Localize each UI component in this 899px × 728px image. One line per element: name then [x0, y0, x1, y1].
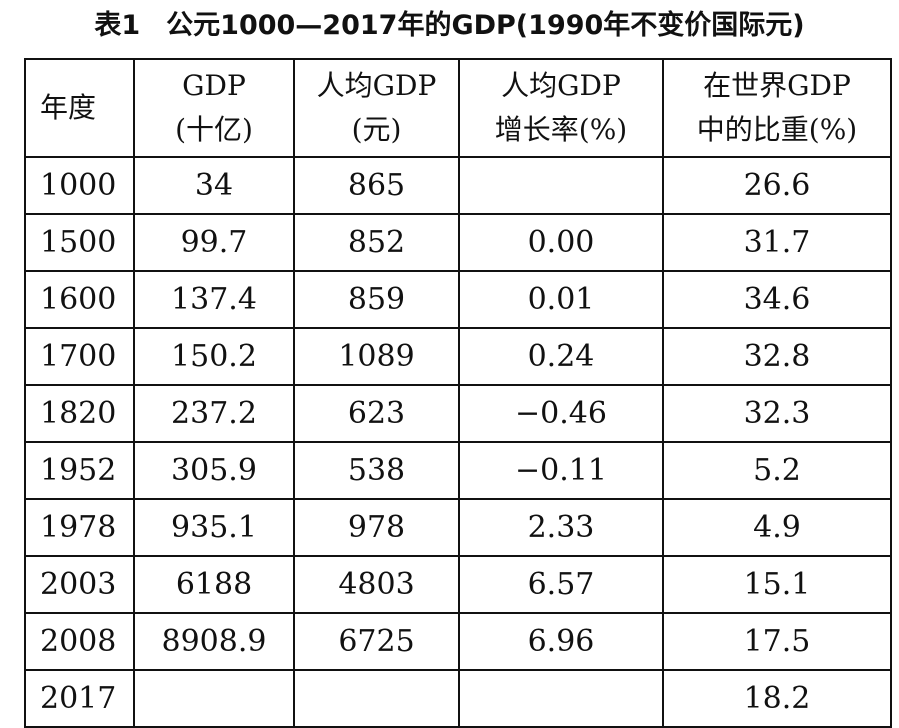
per-capita-gdp-cell: 1089: [293, 327, 460, 386]
world-share-cell: 17.5: [662, 612, 892, 671]
gdp-cell: 99.7: [133, 213, 295, 272]
world-share-cell: 32.3: [662, 384, 892, 443]
per-capita-gdp-cell: 859: [293, 270, 460, 329]
growth-rate-cell: 0.00: [458, 213, 664, 272]
header-growth-rate-line2: 增长率(%): [494, 113, 628, 146]
growth-rate-cell: 2.33: [458, 498, 664, 557]
year-cell: 1952: [24, 441, 135, 500]
per-capita-gdp-cell: 6725: [293, 612, 460, 671]
growth-rate-cell: [458, 156, 664, 215]
header-world-share: 在世界GDP 中的比重(%): [662, 58, 892, 158]
world-share-cell: 34.6: [662, 270, 892, 329]
table-row: 1000 34 865 26.6: [24, 156, 892, 215]
gdp-cell: 150.2: [133, 327, 295, 386]
gdp-cell: 6188: [133, 555, 295, 614]
gdp-cell: 237.2: [133, 384, 295, 443]
table-row: 1978 935.1 978 2.33 4.9: [24, 498, 892, 557]
year-cell: 1600: [24, 270, 135, 329]
year-cell: 2017: [24, 669, 135, 728]
header-world-share-line1: 在世界GDP: [703, 69, 851, 102]
header-growth-rate-line1: 人均GDP: [501, 69, 621, 102]
table-number: 表1: [94, 10, 141, 41]
table-row: 1500 99.7 852 0.00 31.7: [24, 213, 892, 272]
per-capita-gdp-cell: [293, 669, 460, 728]
header-year-label: 年度: [40, 91, 97, 124]
world-share-cell: 31.7: [662, 213, 892, 272]
world-share-cell: 32.8: [662, 327, 892, 386]
per-capita-gdp-cell: 865: [293, 156, 460, 215]
growth-rate-cell: 0.01: [458, 270, 664, 329]
year-cell: 2008: [24, 612, 135, 671]
growth-rate-cell: 0.24: [458, 327, 664, 386]
gdp-cell: 8908.9: [133, 612, 295, 671]
gdp-cell: 137.4: [133, 270, 295, 329]
year-cell: 1978: [24, 498, 135, 557]
table-row: 1820 237.2 623 −0.46 32.3: [24, 384, 892, 443]
year-cell: 2003: [24, 555, 135, 614]
world-share-cell: 15.1: [662, 555, 892, 614]
table-caption: 公元1000—2017年的GDP(1990年不变价国际元): [166, 10, 805, 41]
header-growth-rate: 人均GDP 增长率(%): [458, 58, 664, 158]
header-gdp-line2: (十亿): [175, 113, 253, 146]
per-capita-gdp-cell: 623: [293, 384, 460, 443]
gdp-cell: 935.1: [133, 498, 295, 557]
world-share-cell: 5.2: [662, 441, 892, 500]
year-cell: 1000: [24, 156, 135, 215]
header-world-share-line2: 中的比重(%): [696, 113, 858, 146]
header-gdp-line1: GDP: [182, 69, 246, 102]
header-per-capita-gdp: 人均GDP (元): [293, 58, 460, 158]
table-row: 2003 6188 4803 6.57 15.1: [24, 555, 892, 614]
per-capita-gdp-cell: 852: [293, 213, 460, 272]
year-cell: 1700: [24, 327, 135, 386]
table-row: 2017 18.2: [24, 669, 892, 728]
world-share-cell: 26.6: [662, 156, 892, 215]
header-row: 年度 GDP (十亿) 人均GDP (元) 人均GDP 增长率(%) 在世界GDP 中的…: [24, 58, 892, 158]
table-row: 2008 8908.9 6725 6.96 17.5: [24, 612, 892, 671]
growth-rate-cell: [458, 669, 664, 728]
header-per-capita-gdp-line1: 人均GDP: [316, 69, 437, 102]
table-title: 表1 公元1000—2017年的GDP(1990年不变价国际元): [0, 6, 899, 46]
gdp-cell: 305.9: [133, 441, 295, 500]
header-gdp: GDP (十亿): [133, 58, 295, 158]
per-capita-gdp-cell: 978: [293, 498, 460, 557]
table-row: 1600 137.4 859 0.01 34.6: [24, 270, 892, 329]
growth-rate-cell: 6.57: [458, 555, 664, 614]
year-cell: 1820: [24, 384, 135, 443]
per-capita-gdp-cell: 538: [293, 441, 460, 500]
table-row: 1952 305.9 538 −0.11 5.2: [24, 441, 892, 500]
growth-rate-cell: −0.46: [458, 384, 664, 443]
gdp-table: 年度 GDP (十亿) 人均GDP (元) 人均GDP 增长率(%) 在世界GDP 中的…: [24, 58, 892, 728]
header-year: 年度: [24, 58, 135, 158]
world-share-cell: 4.9: [662, 498, 892, 557]
world-share-cell: 18.2: [662, 669, 892, 728]
growth-rate-cell: 6.96: [458, 612, 664, 671]
year-cell: 1500: [24, 213, 135, 272]
gdp-cell: 34: [133, 156, 295, 215]
table-row: 1700 150.2 1089 0.24 32.8: [24, 327, 892, 386]
header-per-capita-gdp-line2: (元): [351, 113, 402, 146]
per-capita-gdp-cell: 4803: [293, 555, 460, 614]
gdp-cell: [133, 669, 295, 728]
growth-rate-cell: −0.11: [458, 441, 664, 500]
